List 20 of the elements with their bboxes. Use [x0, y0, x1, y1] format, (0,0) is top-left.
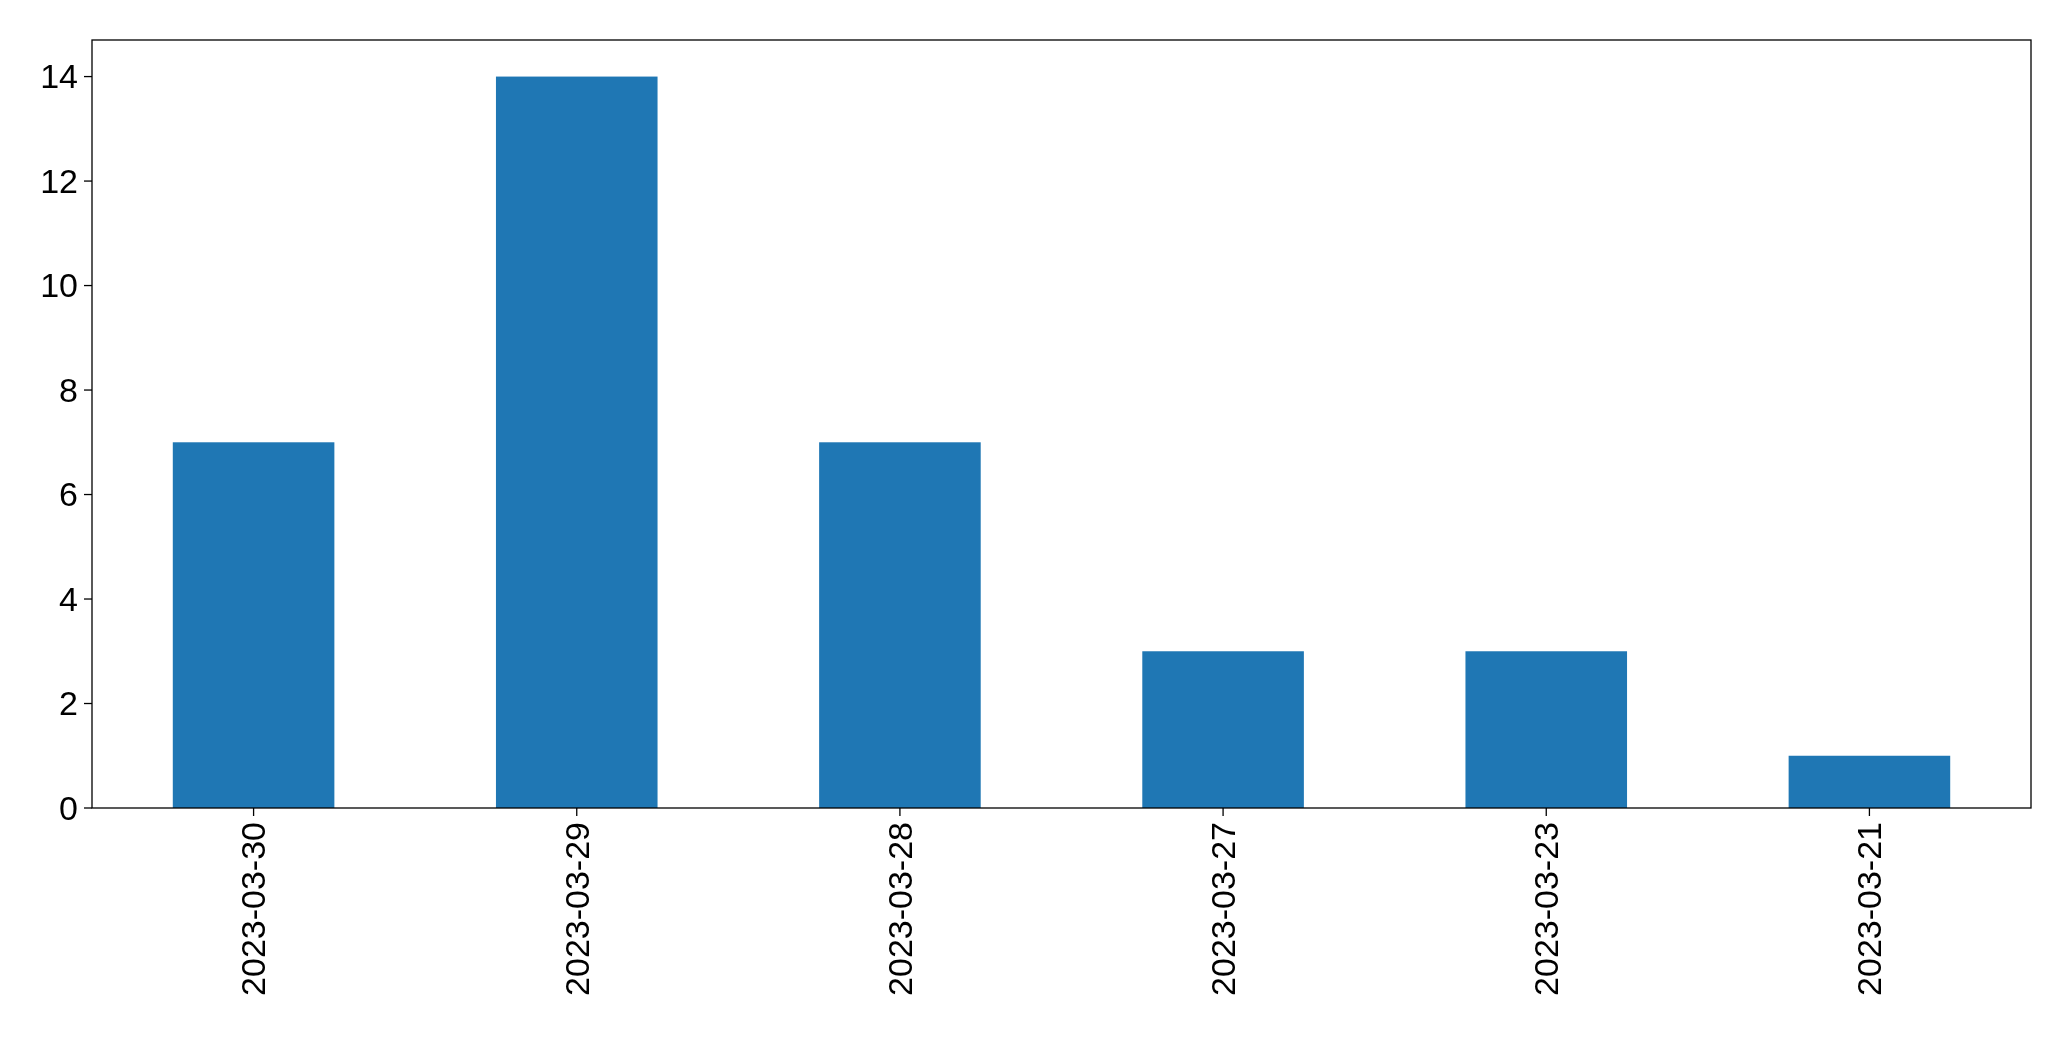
bar — [819, 442, 981, 808]
bar — [172, 442, 335, 808]
y-tick-label: 2 — [59, 684, 78, 723]
bar — [1465, 651, 1628, 808]
x-tick-label: 2023-03-27 — [1203, 822, 1242, 996]
x-tick-label: 2023-03-21 — [1850, 822, 1889, 996]
bar — [1788, 755, 1951, 808]
x-tick-label: 2023-03-28 — [880, 822, 919, 996]
y-tick-label: 8 — [59, 370, 78, 409]
x-tick-label: 2023-03-23 — [1527, 822, 1566, 996]
y-tick-label: 10 — [40, 266, 78, 305]
y-tick-label: 4 — [59, 579, 78, 618]
bar — [495, 76, 658, 808]
y-tick-label: 6 — [59, 475, 78, 514]
y-tick-label: 14 — [40, 57, 78, 96]
x-tick-label: 2023-03-29 — [557, 822, 596, 996]
y-tick-label: 0 — [59, 788, 78, 827]
x-tick-label: 2023-03-30 — [234, 822, 273, 996]
y-tick-label: 12 — [40, 161, 78, 200]
bar — [1142, 651, 1304, 808]
